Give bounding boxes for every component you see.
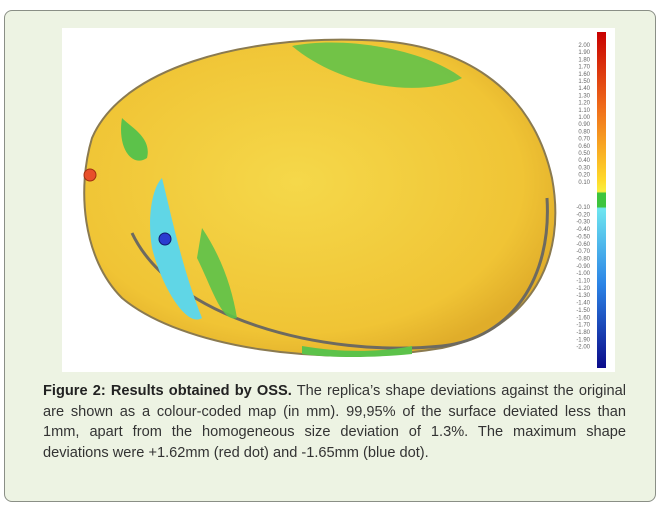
colorbar-label: 0.50 xyxy=(578,151,590,157)
colorbar-label: 0.80 xyxy=(578,129,590,135)
colorbar-label: -1.50 xyxy=(576,308,590,314)
colorbar-label: 1.30 xyxy=(578,93,590,99)
colorbar-label: 1.70 xyxy=(578,65,590,71)
caption-text: The replica’s shape deviations against t… xyxy=(43,383,626,461)
colorbar-label: 0.20 xyxy=(578,173,590,179)
colorbar-label: -0.30 xyxy=(576,220,590,226)
colorbar-label: 1.20 xyxy=(578,101,590,107)
colorbar-label: -1.20 xyxy=(576,286,590,292)
colorbar-label: 1.00 xyxy=(578,115,590,121)
colorbar-label: -1.80 xyxy=(576,330,590,336)
colorbar-label: 1.90 xyxy=(578,50,590,56)
colorbar-label: 0.60 xyxy=(578,144,590,150)
colorbar-label: -1.00 xyxy=(576,271,590,277)
caption-label: Figure 2: Results obtained by OSS. xyxy=(43,383,292,399)
colorbar-label: -1.10 xyxy=(576,279,590,285)
colorbar-label: -1.60 xyxy=(576,315,590,321)
colorbar-label: 0.40 xyxy=(578,158,590,164)
colorbar-label: 1.50 xyxy=(578,79,590,85)
colorbar-label: -0.40 xyxy=(576,227,590,233)
colorbar-label: 2.00 xyxy=(578,43,590,49)
colorbar-label: 0.10 xyxy=(578,180,590,186)
caption: Figure 2: Results obtained by OSS. The r… xyxy=(43,381,626,463)
colorbar-label: -0.60 xyxy=(576,242,590,248)
colorbar-label: -1.30 xyxy=(576,293,590,299)
colorbar-label: 1.60 xyxy=(578,72,590,78)
colorbar xyxy=(597,32,606,368)
colorbar-label: -0.10 xyxy=(576,205,590,211)
colorbar-label: -0.90 xyxy=(576,264,590,270)
colorbar-label: -2.00 xyxy=(576,345,590,351)
colorbar-label: -0.50 xyxy=(576,234,590,240)
colorbar-label: -0.20 xyxy=(576,212,590,218)
colorbar-label: 0.90 xyxy=(578,122,590,128)
colorbar-label: 1.80 xyxy=(578,57,590,63)
colorbar-label: 0.70 xyxy=(578,137,590,143)
colorbar-label: -1.40 xyxy=(576,301,590,307)
colorbar-label: -1.70 xyxy=(576,323,590,329)
colorbar-label: 1.10 xyxy=(578,108,590,114)
figure-image: 2.001.901.80 1.701.601.501.401.30 1.201.10… xyxy=(62,28,615,372)
colorbar-label: -1.90 xyxy=(576,337,590,343)
colorbar-label: 1.40 xyxy=(578,86,590,92)
colorbar-label: -0.80 xyxy=(576,256,590,262)
colorbar-label: -0.70 xyxy=(576,249,590,255)
colorbar-label: 0.30 xyxy=(578,165,590,171)
colorbar-labels: 2.001.901.80 1.701.601.501.401.30 1.201.10… xyxy=(576,43,590,351)
